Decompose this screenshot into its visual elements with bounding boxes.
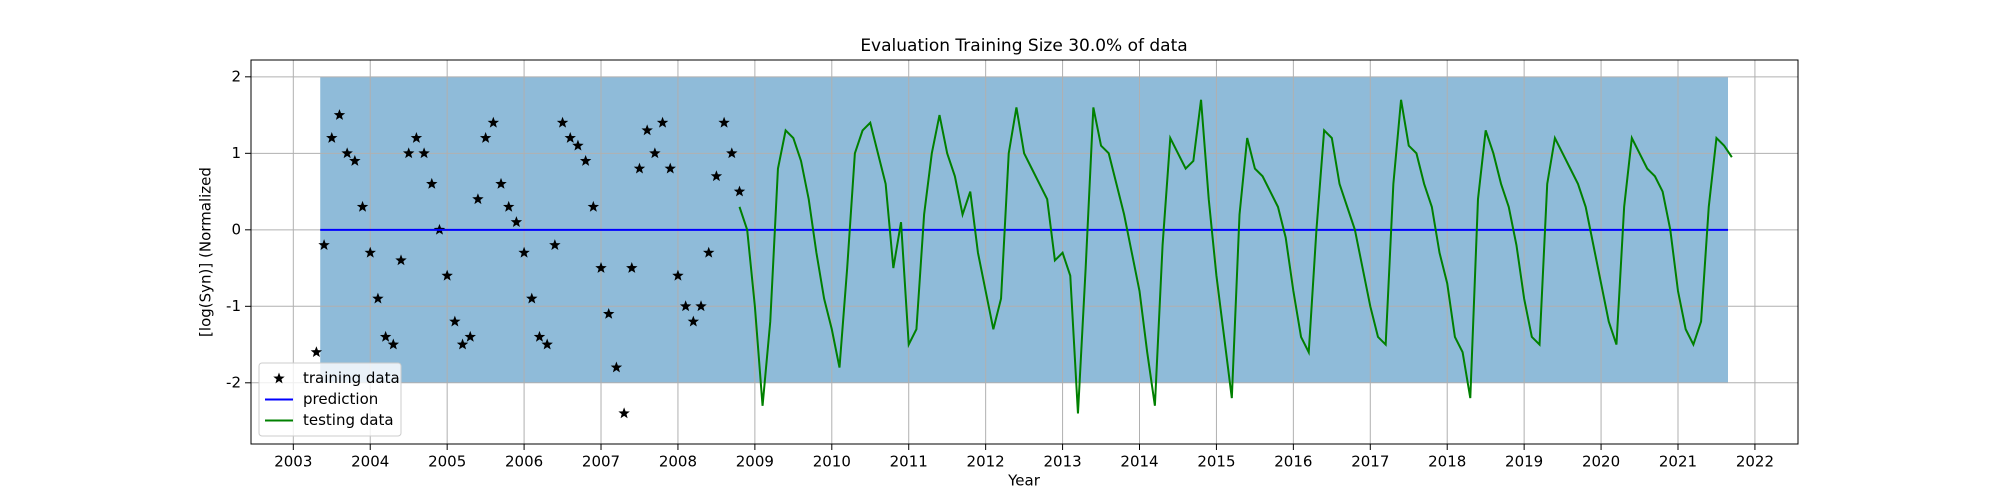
series-line	[738, 99, 1733, 414]
x-tick-label: 2010	[813, 453, 851, 471]
training-point	[572, 139, 584, 151]
x-axis-label: Year	[1007, 472, 1041, 490]
x-tick-label: 2014	[1120, 453, 1158, 471]
x-tick-label: 2008	[659, 453, 697, 471]
x-tick-label: 2009	[736, 453, 774, 471]
training-point	[341, 147, 353, 159]
x-tick-label: 2021	[1659, 453, 1697, 471]
training-point	[603, 307, 615, 319]
training-point	[556, 116, 569, 128]
training-point	[310, 346, 323, 358]
x-tick-label: 2007	[582, 453, 620, 471]
training-point	[664, 162, 676, 174]
training-point	[718, 116, 730, 128]
x-tick-label: 2016	[1274, 453, 1312, 471]
training-point	[364, 246, 376, 258]
chart-title: Evaluation Training Size 30.0% of data	[860, 36, 1187, 56]
training-point	[333, 109, 346, 120]
training-point	[610, 361, 623, 373]
training-point	[449, 315, 461, 327]
legend-box	[258, 362, 402, 437]
training-point	[379, 330, 392, 342]
training-point	[472, 193, 484, 205]
x-tick-label: 2006	[505, 453, 543, 471]
training-point	[733, 185, 746, 197]
x-tick-label: 2017	[1351, 453, 1389, 471]
legend-label: training data	[303, 369, 400, 387]
y-tick-label: 2	[231, 67, 241, 85]
x-tick-label: 2018	[1428, 453, 1466, 471]
y-axis-label: [log(Syn)] (Normalized	[197, 167, 215, 337]
training-point	[672, 269, 684, 281]
y-tick-label: 1	[231, 144, 241, 162]
training-point	[410, 132, 423, 143]
training-point	[441, 269, 453, 281]
training-point	[587, 200, 600, 212]
training-point	[641, 124, 653, 136]
training-point	[479, 132, 492, 143]
legend-label: testing data	[303, 411, 394, 429]
training-point	[349, 154, 361, 166]
y-tick-label: -2	[226, 373, 241, 391]
x-tick-label: 2004	[351, 453, 389, 471]
training-point	[426, 177, 438, 189]
training-point	[510, 216, 523, 228]
training-point	[395, 254, 407, 266]
training-point	[372, 292, 384, 304]
training-point	[687, 315, 700, 327]
training-point	[464, 330, 476, 342]
training-point	[326, 132, 338, 143]
training-point	[402, 147, 415, 159]
x-tick-label: 2019	[1505, 453, 1543, 471]
training-point	[533, 330, 546, 342]
training-point	[710, 170, 723, 182]
training-point	[633, 162, 646, 174]
training-point	[656, 116, 669, 128]
training-point	[679, 300, 692, 312]
x-tick-label: 2012	[967, 453, 1005, 471]
training-point	[318, 239, 330, 250]
x-tick-label: 2022	[1736, 453, 1774, 471]
training-point	[356, 200, 369, 212]
training-point	[487, 116, 500, 128]
training-point	[618, 407, 630, 419]
training-point	[518, 246, 530, 258]
training-point	[418, 147, 430, 159]
training-point	[526, 292, 538, 304]
x-tick-label: 2011	[890, 453, 928, 471]
training-point	[703, 246, 715, 258]
training-point	[564, 132, 576, 143]
training-point	[579, 154, 592, 166]
training-point	[695, 300, 707, 312]
x-tick-label: 2013	[1043, 453, 1081, 471]
plot-frame	[250, 59, 1799, 445]
y-tick-label: -1	[226, 297, 241, 315]
training-point	[626, 262, 638, 273]
training-point	[503, 200, 515, 212]
training-point	[387, 338, 400, 350]
training-point	[595, 262, 607, 273]
x-tick-label: 2003	[274, 453, 312, 471]
x-tick-label: 2015	[1197, 453, 1235, 471]
legend: training data prediction testing data	[258, 362, 402, 437]
training-point	[456, 338, 469, 350]
training-point	[549, 239, 561, 250]
legend-marker	[273, 372, 285, 384]
training-point	[649, 147, 661, 159]
legend-label: prediction	[303, 390, 378, 408]
y-tick-label: 0	[231, 220, 241, 238]
training-point	[541, 338, 553, 350]
training-point	[726, 147, 738, 159]
x-tick-label: 2005	[428, 453, 466, 471]
x-tick-label: 2020	[1582, 453, 1620, 471]
training-point	[495, 177, 507, 189]
